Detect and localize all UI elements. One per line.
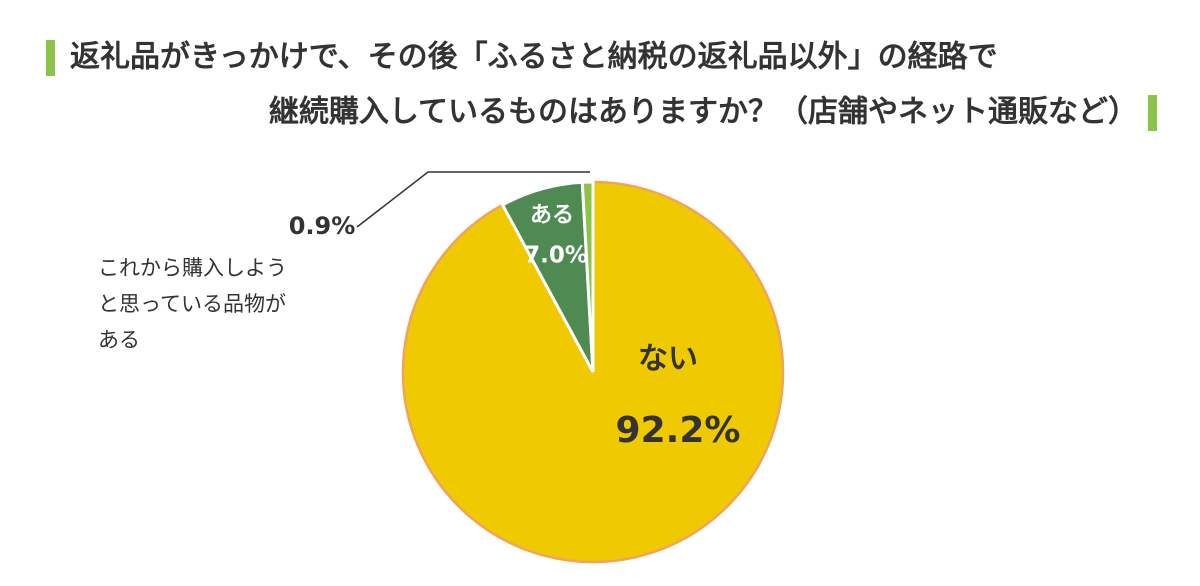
pie-slice <box>580 180 595 373</box>
slice-label: ない <box>638 342 698 377</box>
data-label: 7.0% <box>524 243 588 269</box>
slice-label: これから購入しようと思っている品物がある <box>98 256 287 352</box>
data-label: 92.2% <box>616 410 741 451</box>
data-label: 0.9% <box>289 212 356 240</box>
title-marker <box>1148 95 1157 131</box>
chart-title: 返礼品がきっかけで、その後「ふるさと納税の返礼品以外」の経路で <box>70 40 998 75</box>
slice-label: ある <box>530 203 574 228</box>
title-marker <box>46 40 55 76</box>
chart-title: 継続購入しているものはありますか？（店舗やネット通販など） <box>269 95 1138 130</box>
leader-line <box>356 171 590 228</box>
